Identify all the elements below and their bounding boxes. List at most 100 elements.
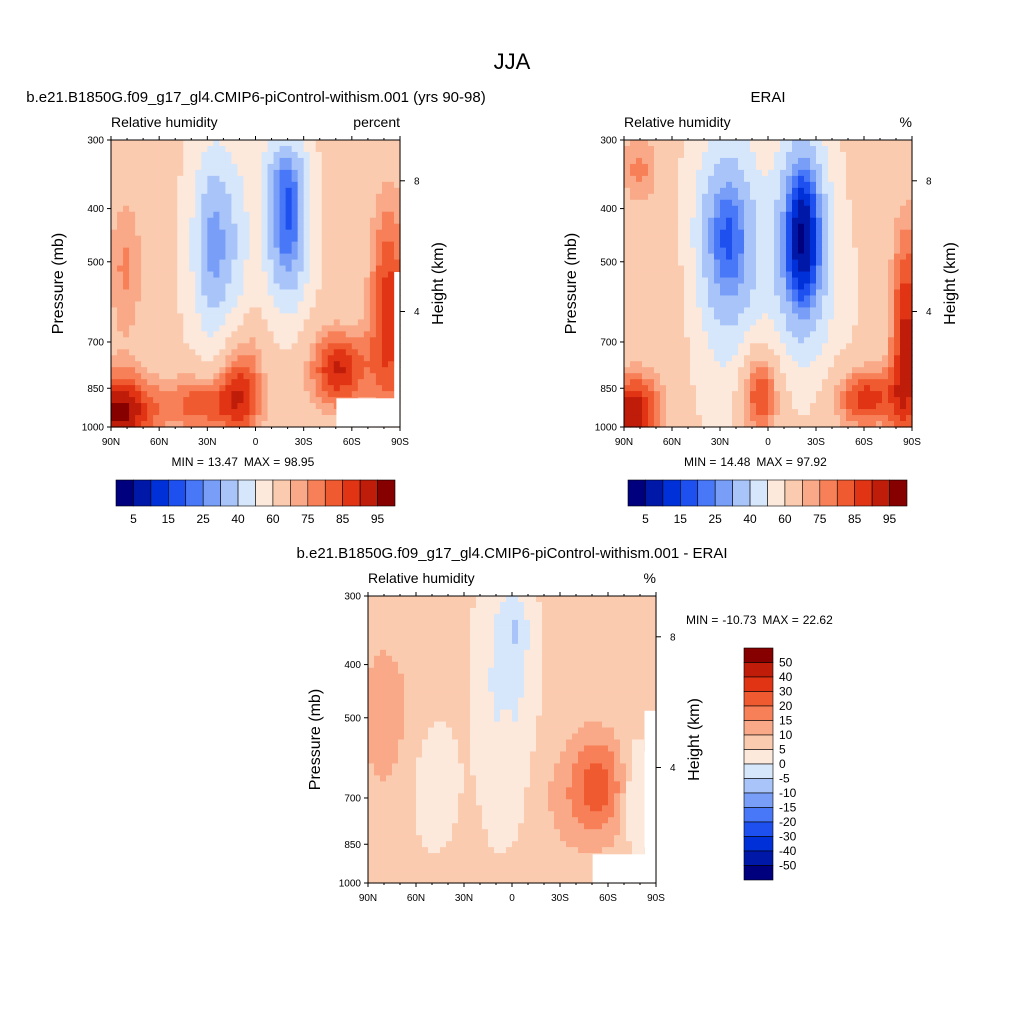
field-cell [624, 403, 631, 410]
field-cell [816, 163, 823, 171]
field-cell [810, 391, 817, 398]
field-cell [309, 205, 317, 213]
field-cell [345, 349, 353, 356]
field-cell [147, 217, 154, 225]
field-cell [822, 367, 829, 374]
field-cell [297, 217, 305, 225]
field-cell [756, 199, 763, 207]
field-cell [297, 283, 305, 291]
field-cell [327, 403, 335, 410]
field-cell [153, 343, 160, 350]
field-cell [285, 343, 293, 350]
field-cell [303, 181, 311, 189]
field-cell [171, 199, 178, 207]
field-cell [165, 253, 172, 261]
field-cell [572, 596, 579, 603]
field-cell [363, 163, 371, 171]
field-cell [518, 596, 525, 603]
field-cell [309, 217, 317, 225]
field-cell [225, 253, 233, 261]
field-cell [852, 205, 859, 213]
field-cell [183, 373, 190, 380]
field-cell [279, 217, 287, 225]
field-cell [189, 319, 196, 326]
field-cell [828, 181, 835, 189]
field-cell [363, 355, 371, 362]
field-cell [267, 397, 275, 404]
field-cell [165, 385, 172, 392]
field-cell [870, 307, 877, 314]
field-cell [267, 325, 275, 332]
panels: b.e21.B1850G.f09_g17_gl4.CMIP6-piControl… [26, 89, 959, 904]
field-cell [726, 283, 733, 291]
field-cell [768, 217, 775, 225]
field-cell [762, 391, 769, 398]
field-cell [195, 313, 202, 320]
field-cell [123, 421, 130, 428]
field-cell [750, 199, 757, 207]
field-cell [738, 295, 745, 303]
field-cell [111, 403, 118, 410]
field-cell [171, 331, 178, 338]
field-cell [648, 295, 655, 303]
field-cell [732, 307, 739, 314]
field-cell [363, 301, 371, 309]
field-cell [279, 223, 287, 231]
field-cell [858, 175, 865, 183]
field-cell [708, 193, 715, 201]
field-cell [369, 247, 377, 255]
field-cell [213, 355, 220, 362]
field-cell [255, 199, 263, 207]
field-cell [678, 187, 685, 195]
field-cell [876, 259, 883, 267]
field-cell [726, 241, 733, 249]
field-cell [141, 235, 148, 243]
field-cell [624, 313, 631, 320]
field-cell [153, 391, 160, 398]
field-cell [906, 373, 913, 380]
field-cell [642, 421, 649, 428]
field-cell [375, 373, 383, 380]
field-cell [690, 361, 697, 368]
field-cell [870, 325, 877, 332]
y-tick-label: 700 [87, 337, 104, 348]
field-cell [702, 391, 709, 398]
field-cell [183, 247, 190, 255]
field-cell [129, 211, 136, 219]
field-cell [714, 217, 721, 225]
field-cell [834, 283, 841, 291]
field-cell [243, 325, 251, 332]
field-cell [135, 205, 142, 213]
field-cell [195, 181, 202, 189]
field-cell [816, 271, 823, 279]
field-cell [159, 355, 166, 362]
field-cell [237, 367, 245, 374]
field-cell [840, 229, 847, 237]
field-cell [876, 277, 883, 285]
field-cell [189, 175, 196, 183]
field-cell [177, 265, 184, 273]
field-cell [624, 355, 631, 362]
field-cell [852, 307, 859, 314]
field-cell [744, 361, 751, 368]
field-cell [291, 397, 299, 404]
field-cell [381, 391, 389, 398]
field-cell [882, 421, 889, 428]
field-cell [153, 145, 160, 153]
field-cell [678, 415, 685, 422]
field-cell [219, 223, 226, 231]
field-cell [660, 403, 667, 410]
field-cell [732, 397, 739, 404]
field-cell [822, 175, 829, 183]
field-cell [678, 313, 685, 320]
field-cell [684, 373, 691, 380]
field-cell [786, 217, 793, 225]
field-cell [864, 205, 871, 213]
field-cell [165, 259, 172, 267]
field-cell [500, 607, 507, 615]
field-cell [696, 169, 703, 177]
field-cell [810, 313, 817, 320]
field-cell [225, 361, 233, 368]
field-cell [822, 403, 829, 410]
field-cell [345, 140, 353, 147]
